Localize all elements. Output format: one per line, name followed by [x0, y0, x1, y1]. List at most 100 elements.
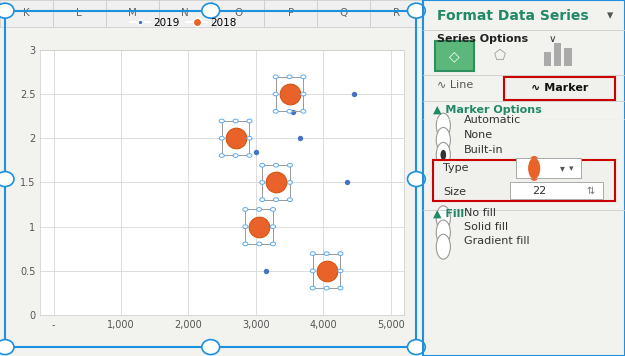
Circle shape: [436, 206, 451, 231]
FancyBboxPatch shape: [433, 160, 615, 201]
Circle shape: [202, 340, 219, 355]
Text: Automatic: Automatic: [464, 115, 521, 125]
Text: Q: Q: [339, 8, 348, 19]
Text: O: O: [234, 8, 242, 19]
Circle shape: [273, 75, 278, 79]
Circle shape: [259, 198, 265, 201]
Circle shape: [436, 142, 451, 167]
FancyBboxPatch shape: [516, 158, 581, 178]
Circle shape: [527, 156, 541, 181]
FancyBboxPatch shape: [564, 48, 571, 66]
FancyBboxPatch shape: [212, 0, 264, 27]
Circle shape: [288, 163, 292, 167]
FancyBboxPatch shape: [370, 0, 423, 27]
Circle shape: [271, 208, 276, 211]
Text: ▾: ▾: [607, 9, 613, 22]
Text: Gradient fill: Gradient fill: [464, 236, 529, 246]
Text: Series Options: Series Options: [438, 34, 528, 44]
Circle shape: [243, 225, 248, 229]
Point: [284, 91, 294, 97]
FancyBboxPatch shape: [554, 43, 561, 66]
Circle shape: [271, 242, 276, 246]
Circle shape: [338, 252, 343, 256]
Circle shape: [0, 3, 14, 18]
Circle shape: [408, 172, 425, 187]
Text: ⬠: ⬠: [494, 49, 506, 63]
Point: [231, 135, 241, 141]
Text: Size: Size: [443, 187, 466, 197]
Circle shape: [436, 113, 451, 138]
Circle shape: [436, 234, 451, 259]
Circle shape: [273, 92, 278, 96]
Text: R: R: [393, 8, 400, 19]
Text: Solid fill: Solid fill: [464, 222, 508, 232]
Circle shape: [0, 172, 14, 187]
FancyBboxPatch shape: [106, 0, 159, 27]
Circle shape: [233, 154, 238, 157]
Point: [251, 149, 261, 155]
Text: No fill: No fill: [464, 208, 496, 218]
Text: M: M: [127, 8, 137, 19]
Circle shape: [338, 269, 343, 273]
Text: 22: 22: [532, 186, 546, 196]
Circle shape: [257, 242, 262, 246]
Circle shape: [436, 127, 451, 152]
FancyBboxPatch shape: [264, 0, 318, 27]
Point: [342, 180, 352, 185]
Circle shape: [259, 163, 265, 167]
Circle shape: [301, 75, 306, 79]
Text: N: N: [181, 8, 189, 19]
Circle shape: [528, 158, 540, 179]
FancyBboxPatch shape: [0, 0, 53, 27]
FancyBboxPatch shape: [435, 41, 474, 71]
Circle shape: [324, 286, 329, 290]
Circle shape: [273, 109, 278, 113]
Point: [294, 135, 304, 141]
Circle shape: [288, 198, 292, 201]
FancyBboxPatch shape: [53, 0, 106, 27]
Point: [271, 180, 281, 185]
Point: [288, 109, 298, 115]
Circle shape: [233, 119, 238, 123]
FancyBboxPatch shape: [544, 52, 551, 66]
Text: ⇅: ⇅: [587, 186, 595, 196]
Text: ▾: ▾: [569, 164, 573, 173]
Text: Format Data Series: Format Data Series: [438, 9, 589, 23]
FancyBboxPatch shape: [510, 182, 602, 199]
Circle shape: [301, 92, 306, 96]
Circle shape: [0, 340, 14, 355]
Circle shape: [247, 136, 252, 140]
Text: ▲ Marker Options: ▲ Marker Options: [433, 105, 542, 115]
FancyBboxPatch shape: [318, 0, 370, 27]
Circle shape: [219, 136, 224, 140]
Circle shape: [247, 119, 252, 123]
Circle shape: [310, 286, 315, 290]
Text: ∿ Marker: ∿ Marker: [531, 83, 588, 93]
Point: [322, 268, 332, 274]
FancyBboxPatch shape: [159, 0, 212, 27]
Text: ▾: ▾: [561, 163, 565, 173]
Text: K: K: [23, 8, 30, 19]
Point: [261, 268, 271, 274]
Point: [254, 224, 264, 230]
Circle shape: [324, 252, 329, 256]
Legend: 2019, 2018: 2019, 2018: [126, 14, 241, 32]
Circle shape: [288, 180, 292, 184]
Circle shape: [243, 242, 248, 246]
Circle shape: [257, 208, 262, 211]
Circle shape: [219, 119, 224, 123]
Circle shape: [271, 225, 276, 229]
Text: ▲ Fill: ▲ Fill: [433, 208, 464, 218]
Circle shape: [408, 340, 425, 355]
Circle shape: [259, 180, 265, 184]
Text: Type: Type: [443, 163, 469, 173]
Circle shape: [436, 220, 451, 245]
Circle shape: [219, 154, 224, 157]
Circle shape: [202, 3, 219, 18]
Circle shape: [287, 109, 292, 113]
Text: Built-in: Built-in: [464, 145, 503, 155]
Circle shape: [338, 286, 343, 290]
Text: L: L: [76, 8, 82, 19]
Circle shape: [274, 163, 279, 167]
Circle shape: [441, 150, 446, 160]
